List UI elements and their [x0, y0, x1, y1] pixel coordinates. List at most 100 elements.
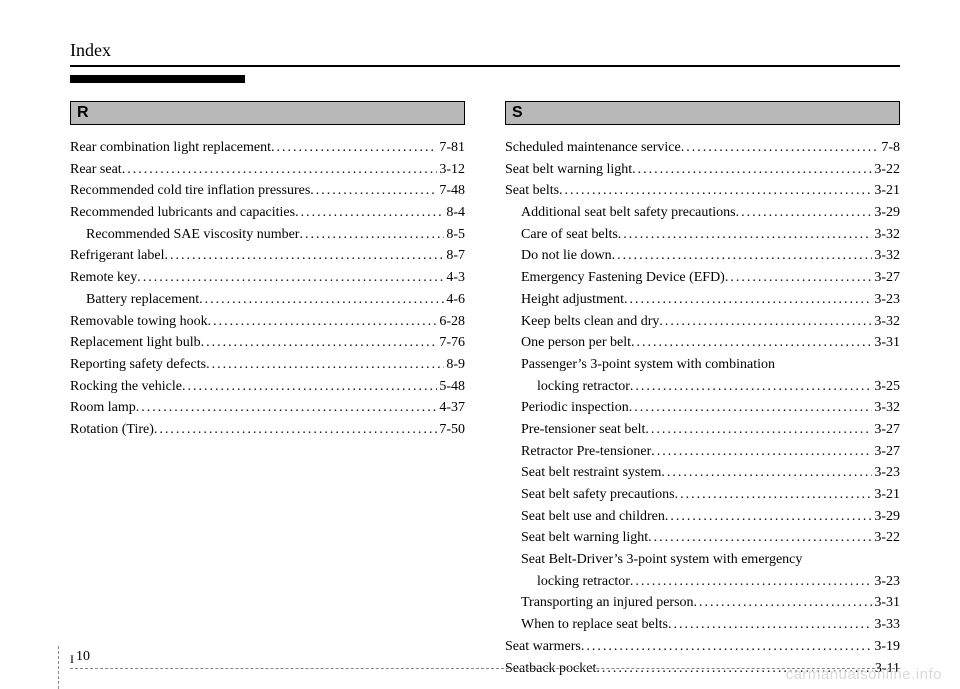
index-entry: Rear seat 3-12 — [70, 159, 465, 181]
index-entry-label: Replacement light bulb — [70, 332, 201, 354]
index-entry-label: Seat belt warning light — [505, 159, 632, 181]
index-entry-label: Rotation (Tire) — [70, 419, 154, 441]
index-entry-leader — [559, 180, 872, 202]
letter-heading-r: R — [70, 101, 465, 125]
index-entry: Seat belt warning light 3-22 — [505, 527, 900, 549]
index-entry-label: Emergency Fastening Device (EFD) — [521, 267, 725, 289]
index-entry: Seat belt warning light 3-22 — [505, 159, 900, 181]
index-entry: One person per belt 3-31 — [505, 332, 900, 354]
watermark-text: carmanualsonline.info — [786, 666, 942, 683]
index-entry-leader — [208, 311, 438, 333]
index-entry-label: Keep belts clean and dry — [521, 311, 659, 333]
index-entry: Recommended cold tire inflation pressure… — [70, 180, 465, 202]
index-entry-label: Battery replacement — [86, 289, 199, 311]
index-entry: Keep belts clean and dry 3-32 — [505, 311, 900, 333]
index-entry-page: 8-4 — [444, 202, 465, 224]
index-entry: Care of seat belts 3-32 — [505, 224, 900, 246]
index-entry-page: 3-23 — [872, 462, 900, 484]
index-entry: When to replace seat belts 3-33 — [505, 614, 900, 636]
index-entry-page: 3-27 — [872, 419, 900, 441]
letter-heading-s: S — [505, 101, 900, 125]
footer-section-letter: I — [70, 652, 74, 667]
index-entry: Removable towing hook 6-28 — [70, 311, 465, 333]
index-entry-page: 3-21 — [872, 180, 900, 202]
index-entry-page: 8-9 — [444, 354, 465, 376]
index-columns: R Rear combination light replacement 7-8… — [70, 101, 900, 679]
index-entry-leader — [201, 332, 438, 354]
header-title: Index — [70, 40, 900, 61]
index-entry-label: Height adjustment — [521, 289, 624, 311]
index-entry-label: Seat warmers — [505, 636, 581, 658]
index-entry: Seat belt restraint system 3-23 — [505, 462, 900, 484]
index-entry-label: locking retractor — [537, 571, 630, 593]
index-entry-page: 3-23 — [872, 571, 900, 593]
index-column-right: S Scheduled maintenance service 7-8Seat … — [505, 101, 900, 679]
index-entry-leader — [736, 202, 873, 224]
index-entry: Battery replacement 4-6 — [70, 289, 465, 311]
index-entry-label: Rocking the vehicle — [70, 376, 182, 398]
index-entry-page: 3-23 — [872, 289, 900, 311]
index-entry-label: Seat belt safety precautions — [521, 484, 675, 506]
index-entry-leader — [612, 245, 873, 267]
index-entry-page: 3-25 — [872, 376, 900, 398]
index-entry-page: 3-19 — [872, 636, 900, 658]
index-entry-page: 5-48 — [437, 376, 465, 398]
index-entry-leader — [624, 289, 872, 311]
page-header: Index — [70, 40, 900, 67]
index-entry-leader — [630, 376, 872, 398]
index-entry-page: 3-31 — [872, 592, 900, 614]
index-entry-leader — [122, 159, 438, 181]
index-entry-label: Additional seat belt safety precautions — [521, 202, 736, 224]
index-entry: Refrigerant label 8-7 — [70, 245, 465, 267]
index-entry: Rear combination light replacement 7-81 — [70, 137, 465, 159]
index-entry-page: 3-22 — [872, 527, 900, 549]
index-entry-leader — [295, 202, 444, 224]
index-entry-page: 7-81 — [437, 137, 465, 159]
page-footer: I 10 — [70, 668, 900, 669]
index-entry-leader — [182, 376, 437, 398]
index-entry-leader — [661, 462, 872, 484]
index-entry-label: One person per belt — [521, 332, 631, 354]
index-entry: Seat warmers 3-19 — [505, 636, 900, 658]
index-entry: Seat belt safety precautions 3-21 — [505, 484, 900, 506]
index-entry-label: Passenger’s 3-point system with combinat… — [521, 354, 775, 376]
index-entry: Rotation (Tire) 7-50 — [70, 419, 465, 441]
index-entry-label: Seat belt warning light — [521, 527, 648, 549]
footer-page-number: 10 — [76, 649, 90, 665]
index-entry-page: 3-27 — [872, 267, 900, 289]
index-entry: Seat belts 3-21 — [505, 180, 900, 202]
index-entry-leader — [668, 614, 872, 636]
index-entry: Retractor Pre-tensioner 3-27 — [505, 441, 900, 463]
index-entry-page: 8-5 — [444, 224, 465, 246]
index-entry: Seat Belt-Driver’s 3-point system with e… — [505, 549, 900, 571]
index-entry-page: 3-33 — [872, 614, 900, 636]
footer-dashed-vertical — [58, 646, 59, 689]
index-entry-leader — [648, 527, 872, 549]
index-entry-leader — [665, 506, 872, 528]
index-entry-leader — [310, 180, 437, 202]
index-entry-label: Recommended lubricants and capacities — [70, 202, 295, 224]
index-entry: Remote key 4-3 — [70, 267, 465, 289]
index-entry-leader — [271, 137, 437, 159]
index-entry-page: 3-12 — [437, 159, 465, 181]
index-entry-label: Care of seat belts — [521, 224, 618, 246]
index-entry-label: Recommended SAE viscosity number — [86, 224, 299, 246]
index-entry: Passenger’s 3-point system with combinat… — [505, 354, 900, 376]
index-entry: Scheduled maintenance service 7-8 — [505, 137, 900, 159]
index-entry-leader — [694, 592, 873, 614]
index-entry-page: 3-21 — [872, 484, 900, 506]
index-entry-page: 3-32 — [872, 245, 900, 267]
index-entry: Recommended lubricants and capacities 8-… — [70, 202, 465, 224]
index-entry-page: 4-3 — [444, 267, 465, 289]
index-entry-page: 7-50 — [437, 419, 465, 441]
index-entry-page: 4-6 — [444, 289, 465, 311]
index-entry: Periodic inspection 3-32 — [505, 397, 900, 419]
index-entry: Rocking the vehicle 5-48 — [70, 376, 465, 398]
index-entry-page: 4-37 — [437, 397, 465, 419]
index-entry-label: Seat Belt-Driver’s 3-point system with e… — [521, 549, 802, 571]
index-entry: locking retractor 3-25 — [505, 376, 900, 398]
index-entry-label: Transporting an injured person — [521, 592, 694, 614]
index-entry-leader — [725, 267, 872, 289]
index-page: Index R Rear combination light replaceme… — [0, 0, 960, 689]
index-entry-page: 7-76 — [437, 332, 465, 354]
